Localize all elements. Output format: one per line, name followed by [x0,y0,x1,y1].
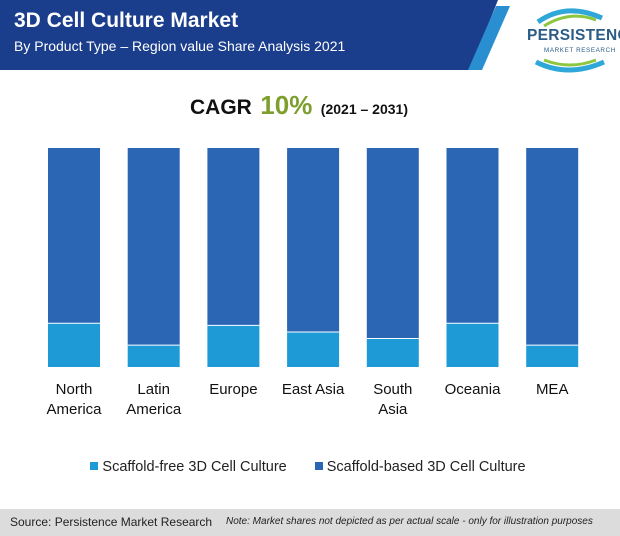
logo-wordmark: PERSISTENCE [527,27,620,44]
legend-swatch-scaffold-based [314,462,323,470]
stacked-bar-chart: North America Latin America Europe East Asia S… [46,148,579,418]
x-tick-label-latin-america: Latin America [126,381,182,418]
bar-east-asia-scaffold-free [287,331,340,367]
chart-legend: Scaffold-free 3D Cell Culture Scaffold-b… [0,459,620,475]
cagr-period: (2021 – 2031) [320,101,408,117]
bar-latin-america-scaffold-free [127,345,180,367]
page-subtitle: By Product Type – Region value Share Ana… [14,38,346,54]
x-tick-label-mea: MEA [536,381,569,398]
bar-south-asia-scaffold-based [366,148,419,339]
persistence-logo [534,8,606,73]
bar-south-asia-scaffold-free [366,338,419,367]
x-tick-label-east-asia: East Asia [282,381,345,398]
legend-item-scaffold-based: Scaffold-based 3D Cell Culture [314,459,526,475]
legend-item-scaffold-free: Scaffold-free 3D Cell Culture [90,459,287,475]
title-banner: 3D Cell Culture Market By Product Type –… [0,0,520,70]
legend-label-scaffold-based: Scaffold-based 3D Cell Culture [326,459,526,475]
footer-bar: Source: Persistence Market Research Note… [0,509,620,536]
x-tick-label-oceania: Oceania [445,381,502,398]
bar-north-america-scaffold-free [48,323,100,367]
bar-latin-america-scaffold-based [127,148,180,346]
x-tick-label-north-america: North America [46,381,102,418]
banner-shape [0,0,510,70]
legend-label-scaffold-free: Scaffold-free 3D Cell Culture [102,459,287,475]
bar-north-america-scaffold-based [48,148,100,324]
bar-europe-scaffold-based [207,148,260,326]
cagr-callout: CAGR 10% (2021 – 2031) [190,90,408,121]
bar-oceania-scaffold-based [446,148,499,324]
page-title: 3D Cell Culture Market [14,9,239,32]
bar-mea-scaffold-free [526,345,579,367]
note-text: Note: Market shares not depicted as per … [226,516,593,527]
logo-tagline: MARKET RESEARCH [544,47,616,54]
x-tick-label-europe: Europe [209,381,257,398]
x-tick-label-south-asia: South Asia [373,381,412,418]
source-text: Source: Persistence Market Research [10,515,213,529]
bar-mea-scaffold-based [526,148,579,346]
bar-east-asia-scaffold-based [287,148,340,332]
bar-oceania-scaffold-free [446,323,499,367]
cagr-value: 10% [260,90,313,120]
bar-europe-scaffold-free [207,325,260,367]
cagr-label: CAGR [190,96,252,119]
legend-swatch-scaffold-free [90,462,99,470]
